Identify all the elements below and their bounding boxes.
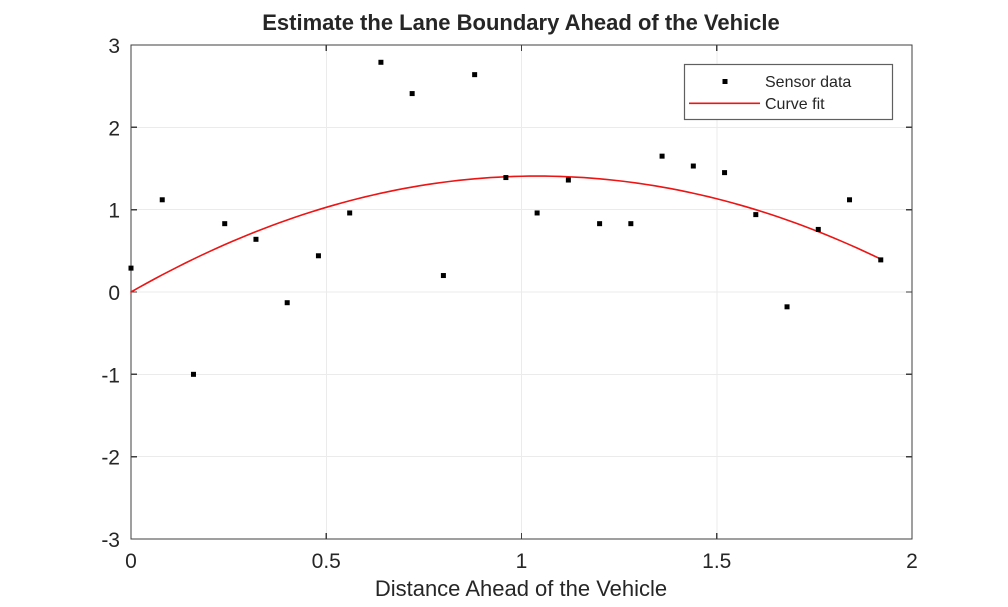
- x-axis-label: Distance Ahead of the Vehicle: [375, 576, 667, 601]
- sensor-data-points: [128, 59, 884, 377]
- gridlines: [131, 45, 912, 539]
- sensor-data-point: [128, 265, 134, 271]
- y-tick-label: 1: [108, 200, 120, 223]
- sensor-data-point: [159, 197, 165, 203]
- y-tick-labels: -3 -2 -1 0 1 2 3: [101, 35, 120, 552]
- sensor-data-point: [253, 236, 259, 242]
- sensor-data-point: [753, 212, 759, 218]
- sensor-data-point: [784, 304, 790, 310]
- x-tick-labels: 0 0.5 1 1.5 2: [125, 550, 918, 573]
- sensor-data-point: [534, 210, 540, 216]
- x-tick-label: 1.5: [702, 550, 731, 573]
- sensor-data-point: [409, 91, 415, 97]
- sensor-data-point: [440, 273, 446, 279]
- sensor-data-point: [628, 221, 634, 227]
- legend: Sensor data Curve fit: [683, 63, 894, 121]
- x-tick-label: 2: [906, 550, 918, 573]
- curve-fit-line: [130, 175, 882, 293]
- x-tick-label: 1: [516, 550, 528, 573]
- sensor-data-point: [503, 175, 509, 181]
- y-tick-label: 2: [108, 117, 120, 140]
- sensor-data-point: [597, 221, 603, 227]
- y-tick-label: 0: [108, 282, 120, 305]
- legend-label-sensor-data: Sensor data: [765, 74, 851, 91]
- sensor-data-point: [472, 72, 478, 78]
- sensor-data-point: [690, 163, 696, 169]
- sensor-data-point: [815, 226, 821, 232]
- legend-box: [683, 63, 894, 121]
- chart-title: Estimate the Lane Boundary Ahead of the …: [262, 10, 780, 35]
- x-tick-label: 0: [125, 550, 137, 573]
- sensor-data-point: [284, 300, 290, 306]
- y-tick-label: -1: [101, 364, 120, 387]
- sensor-data-point: [378, 59, 384, 65]
- x-tick-label: 0.5: [312, 550, 341, 573]
- sensor-data-point: [222, 221, 228, 227]
- sensor-data-point: [878, 257, 884, 263]
- legend-square-marker-icon: [722, 79, 728, 84]
- sensor-data-point: [722, 170, 728, 176]
- legend-label-curve-fit: Curve fit: [765, 96, 825, 113]
- y-tick-label: -3: [101, 529, 120, 552]
- y-tick-label: -2: [101, 447, 120, 470]
- sensor-data-point: [315, 253, 321, 259]
- sensor-data-point: [190, 371, 196, 377]
- sensor-data-point: [565, 177, 571, 183]
- sensor-data-point: [847, 197, 853, 203]
- sensor-data-point: [659, 153, 665, 159]
- y-tick-label: 3: [108, 35, 120, 58]
- sensor-data-point: [347, 210, 353, 216]
